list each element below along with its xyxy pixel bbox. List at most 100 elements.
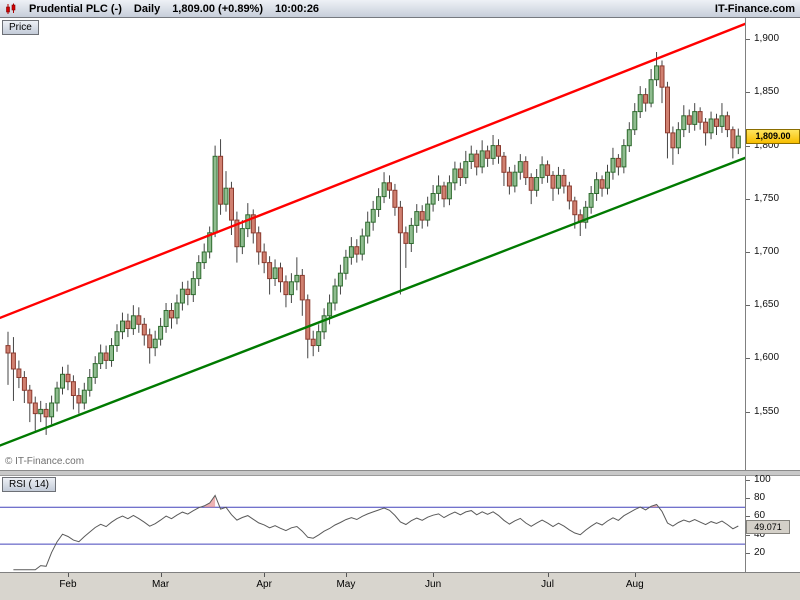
price-tick-label: 1,700 [754,245,780,257]
panel-splitter[interactable] [0,471,800,476]
candlestick-icon [5,3,17,15]
candle-up [239,228,245,248]
price-tick-label: 1,600 [754,352,780,364]
candle-down [643,94,649,104]
candle-down [703,121,709,134]
time-tick [345,573,347,577]
candle-up [517,161,523,173]
price-tick-label: 1,750 [754,192,780,204]
tab-price-label: Price [9,22,32,33]
candle-down [32,402,38,415]
candle-down [261,251,267,264]
candle-down [267,262,273,280]
candle-down [441,185,447,200]
candle-down [27,389,33,404]
time-tick [67,573,69,577]
candle-up [594,179,600,194]
axis-tick [746,198,750,200]
candle-up [81,389,87,404]
candle-up [626,129,632,147]
candle-up [708,118,714,134]
axis-tick [746,39,750,41]
candle-down [147,334,153,349]
month-label: Jun [425,579,442,590]
candle-up [60,373,65,389]
candle-up [337,272,343,287]
candle-up [479,150,485,168]
candle-down [76,395,82,404]
candle-up [436,185,442,194]
candle-up [174,302,180,319]
candle-down [218,155,224,205]
tab-price[interactable]: Price [2,20,39,35]
candle-up [648,79,654,104]
rsi-tick-label: 60 [754,510,766,522]
price-tick-label: 1,550 [754,405,780,417]
candle-up [207,232,213,253]
candle-up [610,157,616,173]
candle-down [457,168,463,178]
candle-down [43,408,49,418]
candle-up [120,320,125,333]
candle-up [534,177,540,191]
candle-down [665,86,670,134]
rsi-chart[interactable] [0,476,745,572]
time-axis[interactable]: Feb Mar Apr May Jun Jul Aug [0,572,800,600]
candle-up [54,387,60,404]
axis-tick [746,534,750,536]
rsi-tick-label: 80 [754,492,766,504]
clock-label: 10:00:26 [275,2,320,15]
candle-up [468,153,474,163]
candle-down [21,377,27,391]
candle-up [605,171,610,189]
axis-tick [746,553,750,555]
candle-up [327,302,333,317]
candle-down [686,115,692,125]
candle-down [250,214,256,234]
month-label: Aug [625,579,644,590]
month-label: Feb [59,579,77,590]
candle-down [169,310,174,319]
tab-rsi-label: RSI ( 14) [9,479,50,490]
price-axis[interactable]: 1,900 1,850 1,800 1,750 1,700 1,650 1,600 1,550 [745,18,800,471]
candle-up [316,331,322,347]
axis-tick [746,516,750,518]
candle-down [387,182,392,191]
month-label: May [336,579,356,590]
candle-down [550,174,556,189]
candle-up [588,193,594,208]
candle-up [425,203,431,221]
candle-up [539,164,545,179]
candle-down [599,179,605,189]
trendline-support[interactable] [0,156,745,447]
candle-up [414,211,420,226]
candle-down [234,219,240,248]
price-chart[interactable] [0,18,745,470]
tab-rsi[interactable]: RSI ( 14) [2,477,57,492]
candle-up [201,251,207,264]
candle-up [583,206,589,223]
candle-up [130,315,136,330]
candle-down [10,352,16,370]
candle-up [692,111,698,125]
panel-divider-line [0,470,800,471]
rsi-tick-label: 20 [754,547,766,559]
axis-tick [746,411,750,413]
brand-label: IT-Finance.com [714,2,795,15]
price-tick-label: 1,900 [754,33,780,45]
candle-up [621,145,627,168]
month-label: Jul [541,579,554,590]
candle-up [87,377,93,391]
candle-down [354,246,360,255]
axis-tick [746,305,750,307]
timeframe-label: Daily [133,2,161,15]
candle-down [714,118,719,127]
trendline-resistance[interactable] [0,22,745,320]
candle-up [512,171,518,187]
time-tick [547,573,549,577]
axis-tick [746,145,750,147]
candle-up [359,235,365,255]
candle-up [490,145,496,159]
candle-down [65,373,71,383]
candle-down [229,187,234,221]
